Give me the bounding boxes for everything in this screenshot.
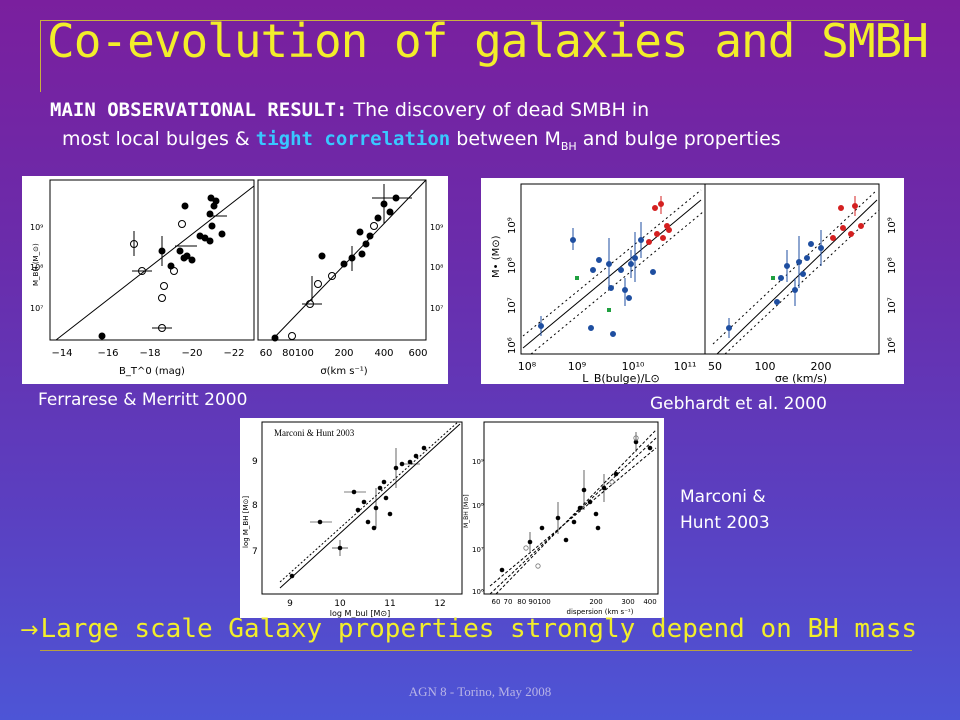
ferrarese-left-xlabel: B_T^0 (mag) xyxy=(119,366,185,377)
marconi-left-ytick: 8 xyxy=(252,501,258,511)
result-highlight: tight correlation xyxy=(255,128,451,150)
ferrarese-ytick: 10⁷ xyxy=(30,304,43,313)
marconi-left-xtick: 9 xyxy=(287,599,293,609)
marconi-left-ytick: 9 xyxy=(252,457,258,467)
gebhardt-ytick: 10⁶ xyxy=(507,337,518,354)
gebhardt-left-points xyxy=(538,222,656,337)
marconi-right-xtick: 400 xyxy=(643,598,656,606)
marconi-left-ylabel: log M_BH [M⊙] xyxy=(242,496,250,548)
marconi-right-xtick: 300 xyxy=(621,598,634,606)
ferrarese-xtick: −14 xyxy=(51,348,72,359)
gebhardt-left-points-red xyxy=(646,196,672,245)
result-text-2c: and bulge properties xyxy=(576,128,781,150)
gebhardt-ylabel: M• (M⊙) xyxy=(491,235,502,278)
gebhardt-caption: Gebhardt et al. 2000 xyxy=(650,394,827,414)
marconi-left-points xyxy=(289,445,427,579)
marconi-right-ylabel: M_BH [M⊙] xyxy=(463,494,470,528)
gebhardt-ytick: 10⁶ xyxy=(887,337,898,354)
marconi-caption-line2: Hunt 2003 xyxy=(680,513,770,533)
gebhardt-xtick: 100 xyxy=(755,360,776,373)
marconi-right-ytick: 10⁶ xyxy=(472,588,484,596)
ferrarese-right-xlabel: σ(km s⁻¹) xyxy=(320,366,367,377)
conclusion-rule xyxy=(40,650,912,651)
marconi-left-xtick: 10 xyxy=(334,599,346,609)
ferrarese-xtick: 400 xyxy=(374,348,393,359)
ferrarese-ytick: 10⁸ xyxy=(430,263,443,272)
title-rule-left xyxy=(40,20,41,92)
gebhardt-xtick: 10¹¹ xyxy=(674,360,697,373)
gebhardt-xtick: 200 xyxy=(811,360,832,373)
gebhardt-ytick: 10⁷ xyxy=(887,297,898,314)
marconi-left-xtick: 12 xyxy=(434,599,445,609)
marconi-right-xtick: 80 90100 xyxy=(517,598,550,606)
ferrarese-ytick: 10⁹ xyxy=(30,223,43,232)
marconi-left-ytick: 7 xyxy=(252,547,258,557)
marconi-right-ytick: 10⁸ xyxy=(472,502,484,510)
gebhardt-right-points xyxy=(726,230,824,338)
marconi-inner-title: Marconi & Hunt 2003 xyxy=(274,428,355,438)
gebhardt-xtick: 10⁹ xyxy=(568,360,586,373)
marconi-right-points xyxy=(499,432,653,573)
marconi-right-ytick: 10⁷ xyxy=(472,546,484,554)
ferrarese-xtick: 200 xyxy=(334,348,353,359)
result-text-2a: most local bulges & xyxy=(62,128,256,150)
result-text-1: The discovery of dead SMBH in xyxy=(347,99,650,121)
conclusion-line: →Large scale Galaxy properties strongly … xyxy=(20,614,917,644)
ferrarese-left-fit xyxy=(55,185,255,341)
gebhardt-ytick: 10⁸ xyxy=(507,257,518,274)
arrow-icon: → xyxy=(20,618,39,643)
ferrarese-right-points xyxy=(271,184,412,342)
marconi-figure: Marconi & Hunt 2003 9 10 11 12 log M_bul… xyxy=(240,418,664,618)
ferrarese-xtick: −20 xyxy=(181,348,202,359)
ferrarese-ytick: 10⁹ xyxy=(430,223,443,232)
marconi-right-ytick: 10⁹ xyxy=(472,458,484,466)
marconi-right-xtick: 200 xyxy=(589,598,602,606)
ferrarese-xtick: −16 xyxy=(97,348,118,359)
ferrarese-ytick: 10⁸ xyxy=(30,263,43,272)
gebhardt-ytick: 10⁸ xyxy=(887,257,898,274)
ferrarese-xtick: 80100 xyxy=(282,348,314,359)
ferrarese-xtick: −22 xyxy=(223,348,244,359)
marconi-right-xtick: 70 xyxy=(504,598,513,606)
gebhardt-ytick: 10⁹ xyxy=(887,217,898,234)
ferrarese-ytick: 10⁷ xyxy=(430,304,443,313)
marconi-right-xtick: 60 xyxy=(492,598,501,606)
marconi-caption-line1: Marconi & xyxy=(680,487,766,507)
gebhardt-xtick: 50 xyxy=(708,360,722,373)
result-text-2b: between M xyxy=(450,128,561,150)
slide-footer: AGN 8 - Torino, May 2008 xyxy=(408,684,552,699)
ferrarese-figure: 10⁹ 10⁸ 10⁷ 10⁹ 10⁸ 10⁷ M_BH (M_⊙) −14 −… xyxy=(22,176,448,384)
ferrarese-caption: Ferrarese & Merritt 2000 xyxy=(38,390,248,410)
marconi-right-xlabel: dispersion (km s⁻¹) xyxy=(567,608,634,616)
marconi-caption: Marconi & Hunt 2003 xyxy=(680,484,770,536)
main-result-text: MAIN OBSERVATIONAL RESULT: The discovery… xyxy=(50,96,781,161)
gebhardt-left-xlabel: L_B(bulge)/L⊙ xyxy=(582,372,660,384)
marconi-left-xtick: 11 xyxy=(384,599,395,609)
slide-title: Co-evolution of galaxies and SMBH xyxy=(47,14,929,68)
gebhardt-xtick: 10⁸ xyxy=(518,360,537,373)
ferrarese-ylabel: M_BH (M_⊙) xyxy=(32,243,40,286)
gebhardt-right-points-red xyxy=(830,196,864,241)
ferrarese-xtick: 60 xyxy=(260,348,273,359)
ferrarese-xtick: −18 xyxy=(139,348,160,359)
gebhardt-xtick: 10¹⁰ xyxy=(622,360,645,373)
gebhardt-figure: 10⁸ 10⁹ 10¹⁰ 10¹¹ 50 100 200 L_B(bulge)/… xyxy=(481,178,904,384)
gebhardt-ytick: 10⁷ xyxy=(507,297,518,314)
result-sub: BH xyxy=(560,139,577,153)
ferrarese-right-fit xyxy=(271,179,427,341)
gebhardt-ytick: 10⁹ xyxy=(507,217,518,234)
marconi-left-xlabel: log M_bul [M⊙] xyxy=(330,609,390,618)
result-label: MAIN OBSERVATIONAL RESULT: xyxy=(50,99,348,121)
ferrarese-xtick: 600 xyxy=(408,348,427,359)
gebhardt-right-xlabel: σe (km/s) xyxy=(775,372,827,384)
ferrarese-left-points xyxy=(98,194,227,340)
title-rule-top xyxy=(40,20,904,21)
conclusion-text: Large scale Galaxy properties strongly d… xyxy=(40,614,918,644)
